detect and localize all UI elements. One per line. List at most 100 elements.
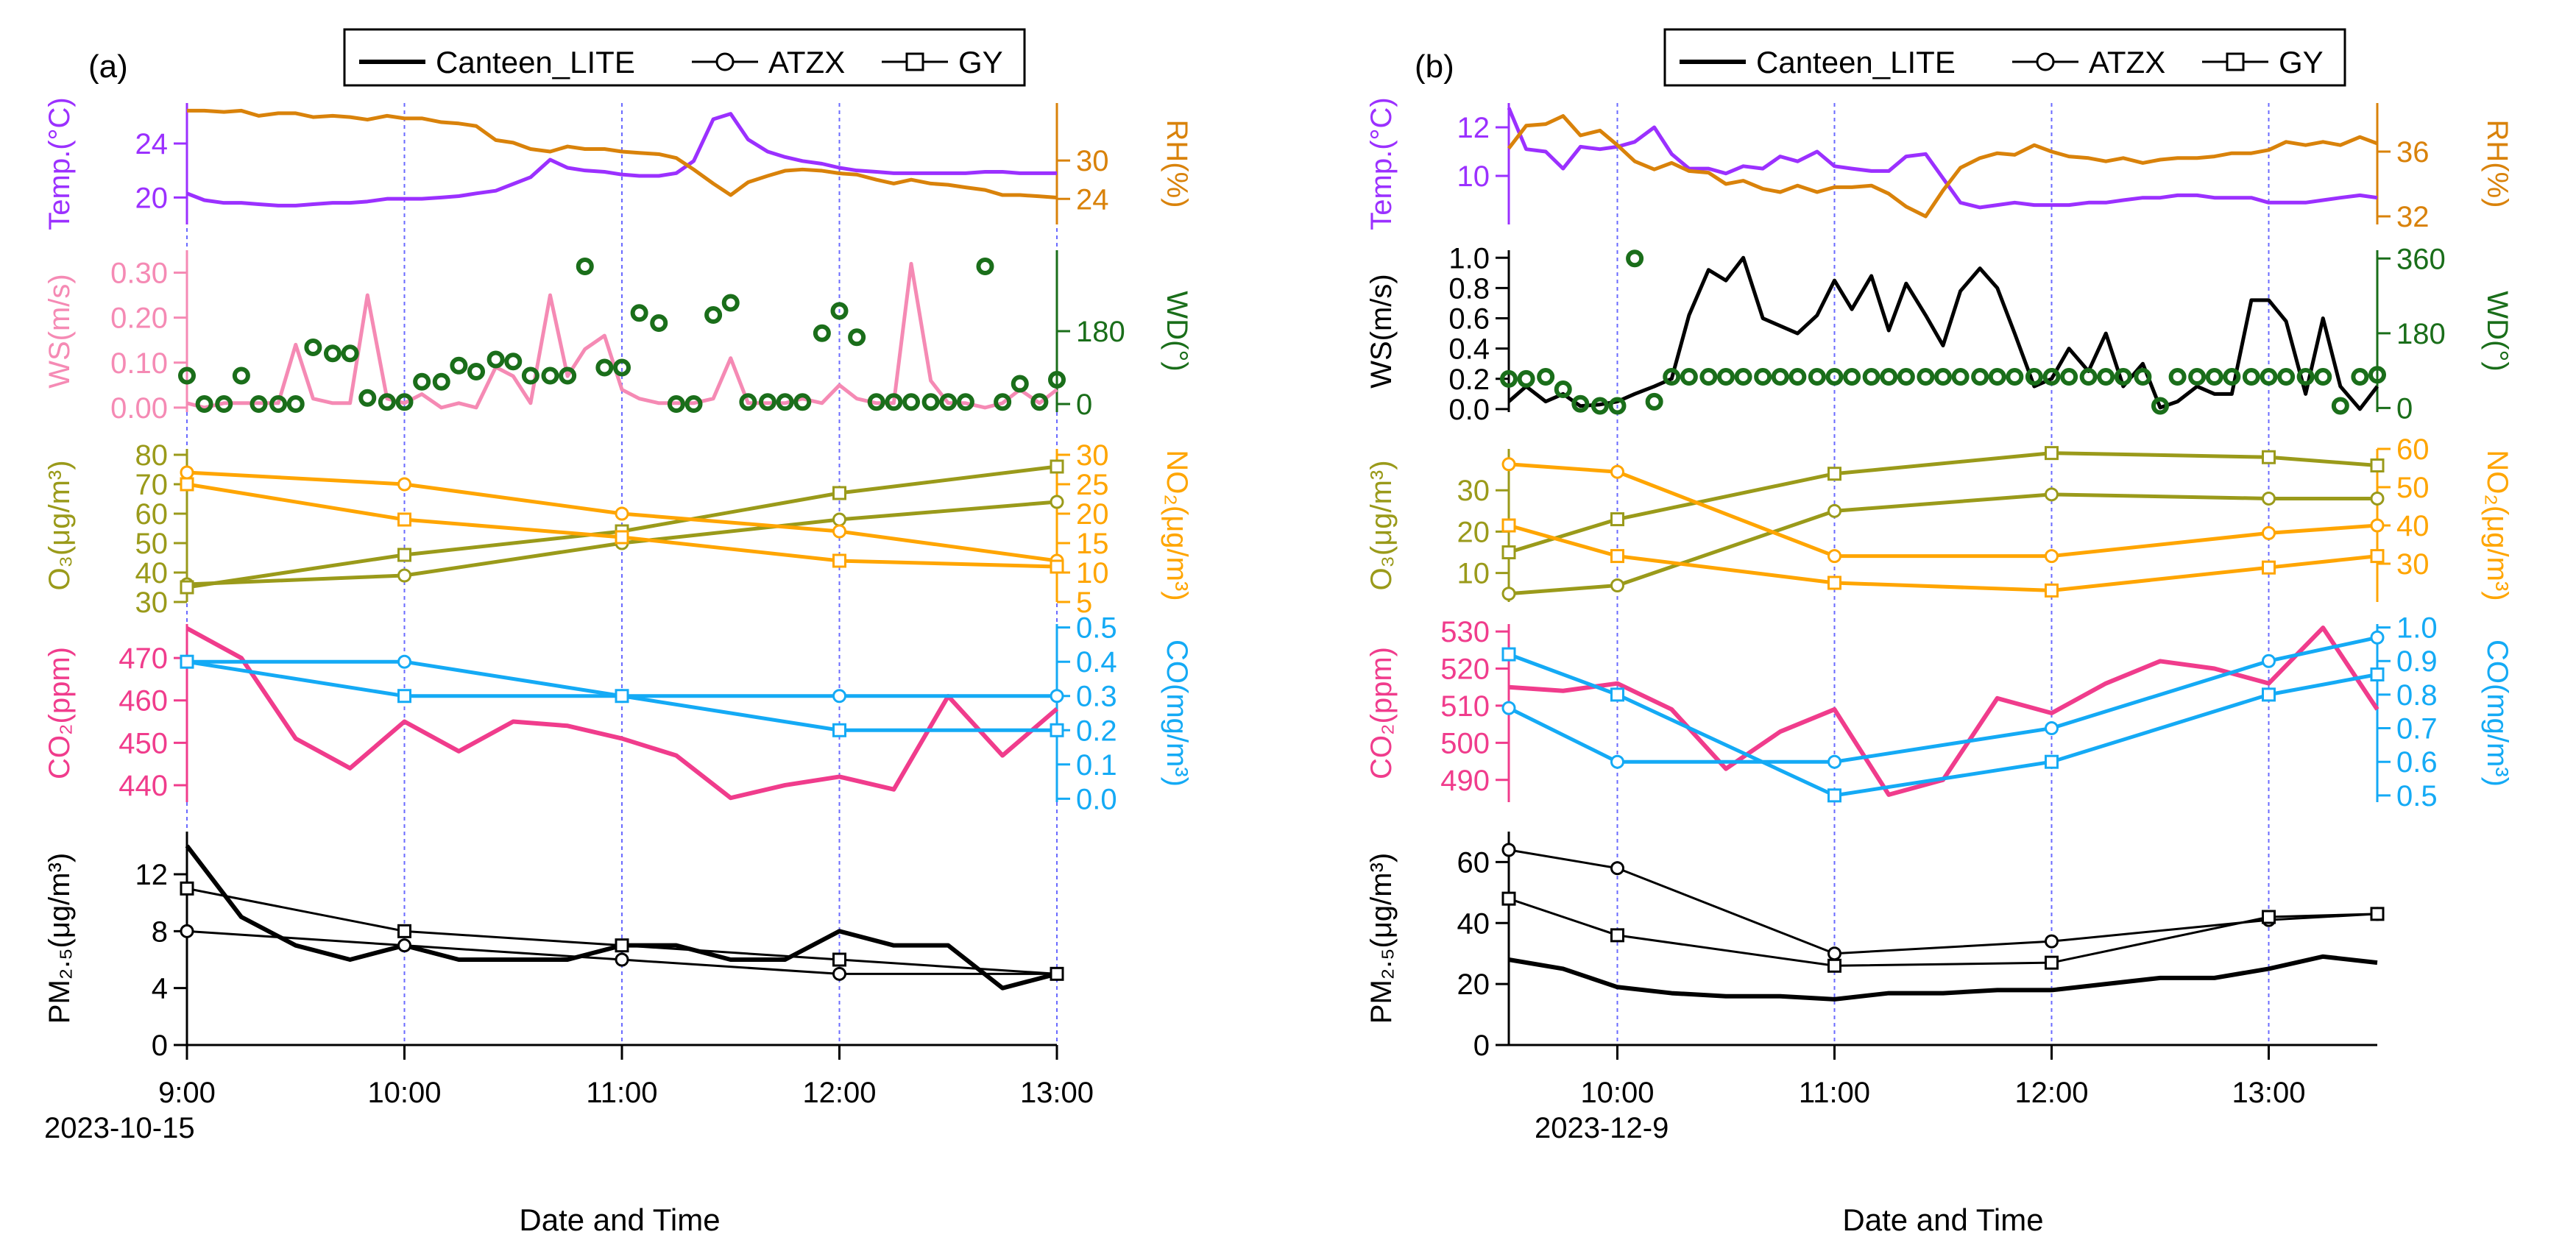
marker-square-co-gy [1610,687,1624,702]
marker-circle-co-atzx [2370,630,2385,645]
panel-a: (a) Canteen_LITE ATZX GY 2023-10-15 Date… [43,28,1193,1237]
marker-square-no2-gy [2045,583,2059,598]
wd-point [413,372,431,391]
marker-square-co-gy [1501,647,1516,662]
series-line-o3-gy [1508,451,2378,554]
wd-point [939,393,958,411]
legend-atzx-marker [715,52,735,71]
left-axis-label: O₃(μg/m³) [43,460,76,590]
wd-point [776,393,794,411]
marker-square-co-gy [1050,723,1064,737]
right-tick-label: 0.6 [2396,746,2438,779]
marker-square-o3-gy [2370,458,2385,472]
left-tick-label: 500 [1440,727,1490,759]
left-axis-label: PM₂.₅(μg/m³) [43,853,76,1024]
left-tick-label: 530 [1440,616,1490,648]
marker-square-gy [180,881,194,896]
wd-point [286,395,305,413]
x-tick-label: 12:00 [2014,1077,2088,1109]
right-axis-label: WD(°) [2481,291,2513,371]
left-tick-label: 510 [1440,690,1490,723]
series-line-o3-atzx [1508,492,2377,596]
left-tick-label: 0 [152,1030,168,1062]
legend-gy-label: GY [2279,45,2324,79]
legend-gy-marker [2226,52,2245,71]
marker-circle-no2-atzx [1610,464,1624,479]
wd-point [1590,397,1609,415]
marker-circle-atzx [1610,861,1624,876]
wd-point [1663,368,1681,386]
subplot-pm: 0 4 8 12 PM₂.₅(μg/m³) [43,832,1064,1062]
series-line-co2 [1508,626,2379,797]
wd-point [902,393,921,411]
right-tick-label: 0.5 [2396,780,2438,812]
panel-b-legend: Canteen_LITE ATZX GY [1663,28,2346,87]
panel-b-date: 2023-12-9 [1535,1112,1669,1144]
right-axis-label: CO(mg/m³) [2481,640,2513,787]
wd-point [976,258,994,275]
left-tick-label: 460 [118,685,168,718]
wd-point [1571,394,1590,413]
series-line-no2-gy [1508,523,2378,592]
wd-point [1843,368,1861,386]
wd-point [1788,368,1807,386]
wd-point [178,366,196,385]
wd-point [378,393,396,411]
left-tick-label: 80 [135,439,169,472]
legend-canteen-label: Canteen_LITE [1756,45,1956,79]
marker-square-co-gy [397,689,411,704]
wd-point [1808,368,1826,386]
marker-circle-o3-atzx [2262,491,2276,506]
wd-point [2188,368,2207,386]
panel-b: (b) Canteen_LITE ATZX GY 2023-12-9 Date … [1365,28,2513,1237]
wd-point [1717,368,1735,386]
series-line-co2 [185,626,1058,801]
left-tick-label: 20 [135,182,169,214]
right-tick-label: 25 [1076,469,1109,501]
wd-point [2314,368,2332,386]
x-tick-label: 10:00 [1580,1077,1654,1109]
wd-point [1771,368,1789,386]
marker-square-co-gy [832,723,846,737]
right-axis-label: RH(%) [2481,120,2513,208]
marker-circle-co-atzx [1501,701,1516,715]
right-tick-label: 30 [1076,439,1109,472]
left-tick-label: 30 [135,587,169,619]
left-tick-label: 30 [1457,475,1490,507]
x-axis: 9:00 10:00 11:00 12:00 13:00 [158,1044,1094,1109]
marker-square-co-gy [615,689,629,704]
left-axis-label: WS(m/s) [1365,274,1398,389]
wd-point [630,304,648,322]
marker-square-no2-gy [1501,518,1516,533]
marker-circle-o3-atzx [1827,503,1841,518]
wd-point [1680,368,1698,386]
marker-circle-no2-atzx [615,506,629,521]
legend-canteen-label: Canteen_LITE [436,45,635,79]
wd-point [956,393,974,411]
right-tick-label: 32 [2396,201,2430,233]
marker-circle-no2-atzx [180,465,194,480]
marker-circle-atzx [1827,946,1841,961]
marker-square-no2-gy [832,553,846,568]
left-tick-label: 70 [135,469,169,501]
wd-point [341,344,359,363]
right-axis-label: RH(%) [1161,120,1193,208]
marker-circle-co-atzx [2262,653,2276,668]
left-tick-label: 1.0 [1448,242,1490,274]
right-tick-label: 30 [2396,548,2430,581]
series-line-ws [186,261,1058,410]
marker-circle-atzx [615,952,629,967]
left-tick-label: 10 [1457,558,1490,590]
marker-circle-o3-atzx [2045,487,2059,502]
wd-point [2168,368,2187,386]
marker-square-o3-gy [832,486,846,500]
wd-point [848,328,866,347]
right-tick-label: 60 [2396,433,2430,466]
wd-point [195,395,213,413]
marker-circle-atzx [397,938,411,953]
marker-circle-co-atzx [1827,754,1841,769]
left-tick-label: 450 [118,727,168,759]
marker-circle-no2-atzx [832,524,846,539]
